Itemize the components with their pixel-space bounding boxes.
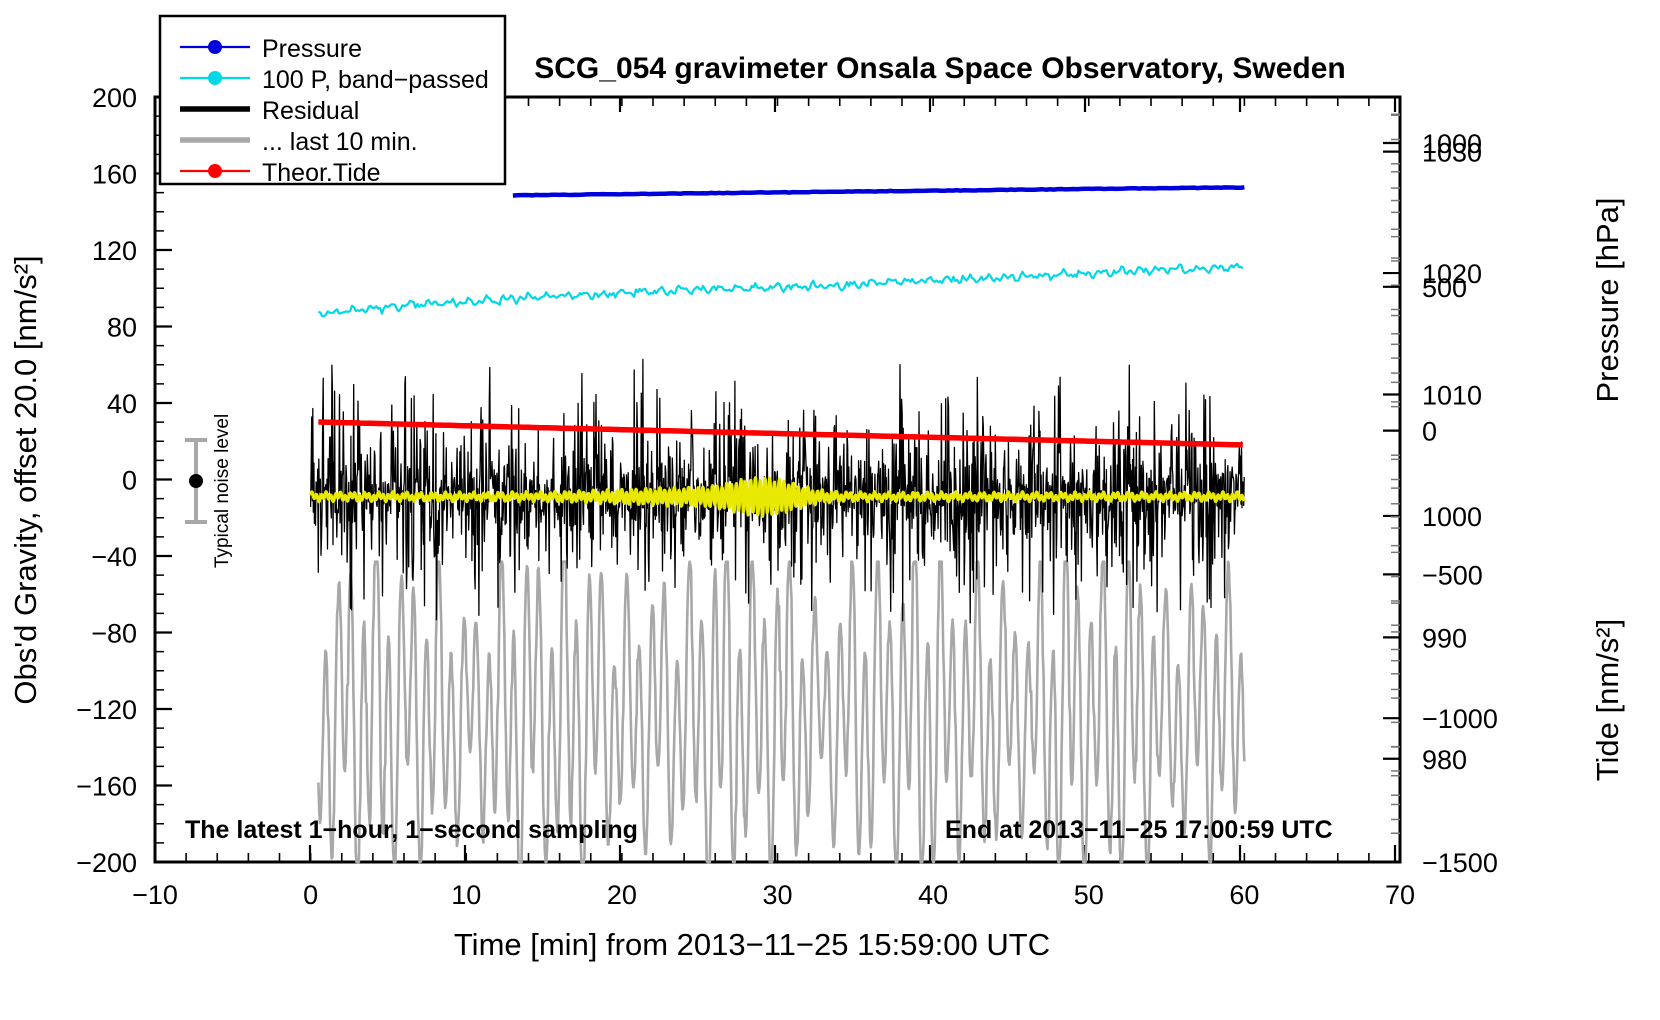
legend-label: 100 P, band−passed xyxy=(262,66,489,94)
series-theor-tide xyxy=(318,419,1243,448)
typical-noise-level-label: Typical noise level xyxy=(212,414,233,568)
y-tick-label: 160 xyxy=(92,160,137,190)
y2-tick-label: 1000 xyxy=(1422,502,1482,532)
y3-tick-label: 1000 xyxy=(1422,129,1482,159)
y3-tick-label: 0 xyxy=(1422,417,1437,447)
x-tick-label: 10 xyxy=(451,880,481,910)
y-axis-right-ticks xyxy=(1383,150,1400,760)
typical-noise-level-marker xyxy=(185,438,207,524)
x-tick-label: 50 xyxy=(1074,880,1104,910)
legend-label: ... last 10 min. xyxy=(262,128,418,156)
y-axis-tide-ticks xyxy=(1383,141,1400,864)
y-tick-labels-pressure: 1030 1020 1010 1000 990 980 xyxy=(1422,138,1482,775)
legend-marker-dot xyxy=(208,40,222,54)
y-tick-label: −40 xyxy=(91,542,137,572)
y2-tick-label: 990 xyxy=(1422,623,1467,653)
y-tick-label: −120 xyxy=(76,695,137,725)
x-tick-label: 30 xyxy=(762,880,792,910)
legend-marker-dot xyxy=(208,164,222,178)
series-residual-bandpassed xyxy=(309,476,1246,518)
legend-label: Pressure xyxy=(262,35,362,63)
y2-tick-label: 980 xyxy=(1422,745,1467,775)
annotation-end-time: End at 2013−11−25 17:00:59 UTC xyxy=(945,816,1333,844)
y2-tick-label: 1020 xyxy=(1422,259,1482,289)
series-residual-last10 xyxy=(317,560,1246,864)
legend-item[interactable]: Residual xyxy=(180,97,359,125)
x-tick-label: −10 xyxy=(132,880,178,910)
y2-tick-label: 1030 xyxy=(1422,138,1482,168)
y-tick-labels-tide: 1000 500 0 −500 −1000 −1500 xyxy=(1422,129,1498,878)
y-tick-label: 200 xyxy=(92,83,137,113)
y-tick-label: −80 xyxy=(91,619,137,649)
y2-tick-label: 1010 xyxy=(1422,381,1482,411)
x-tick-label: 20 xyxy=(607,880,637,910)
series-bandpassed-pressure xyxy=(318,262,1244,318)
y3-tick-label: −1500 xyxy=(1422,848,1498,878)
y3-tick-label: −500 xyxy=(1422,560,1483,590)
x-tick-label: 40 xyxy=(918,880,948,910)
legend-item[interactable]: Pressure xyxy=(180,35,362,63)
y-tick-label: 0 xyxy=(122,466,137,496)
legend-item[interactable]: ... last 10 min. xyxy=(180,128,418,156)
y-tick-label: −160 xyxy=(76,772,137,802)
x-tick-labels: −10 0 10 20 30 40 50 60 70 xyxy=(132,880,1415,910)
y-axis-left-minor-ticks xyxy=(155,96,164,863)
y-tick-label: 80 xyxy=(107,313,137,343)
legend-marker-dot xyxy=(208,71,222,85)
legend-item[interactable]: 100 P, band−passed xyxy=(180,66,489,94)
annotation-sampling: The latest 1−hour, 1−second sampling xyxy=(185,816,638,844)
page-title: SCG_054 gravimeter Onsala Space Observat… xyxy=(534,52,1346,85)
y3-axis-title: Tide [nm/s²] xyxy=(1590,619,1625,782)
y3-tick-label: 500 xyxy=(1422,273,1467,303)
x-tick-label: 60 xyxy=(1229,880,1259,910)
y2-axis-title: Pressure [hPa] xyxy=(1590,197,1625,402)
series-pressure xyxy=(512,185,1245,198)
legend-label: Residual xyxy=(262,97,359,125)
x-tick-label: 0 xyxy=(303,880,318,910)
y-axis-right-minor-ticks xyxy=(1391,113,1400,834)
y-tick-labels-left: 200 160 120 80 40 0 −40 −80 −120 −160 −200 xyxy=(76,83,137,878)
y-axis-title: Obs'd Gravity, offset 20.0 [nm/s²] xyxy=(8,255,43,704)
legend-item[interactable]: Theor.Tide xyxy=(180,159,381,187)
x-tick-label: 70 xyxy=(1385,880,1415,910)
y-tick-label: 40 xyxy=(107,389,137,419)
y3-tick-label: −1000 xyxy=(1422,704,1498,734)
legend-label: Theor.Tide xyxy=(262,159,381,187)
y-tick-label: −200 xyxy=(76,848,137,878)
legend: Pressure 100 P, band−passed Residual ... la… xyxy=(158,14,507,187)
x-axis-title: Time [min] from 2013−11−25 15:59:00 UTC xyxy=(454,927,1050,962)
y-tick-label: 120 xyxy=(92,236,137,266)
